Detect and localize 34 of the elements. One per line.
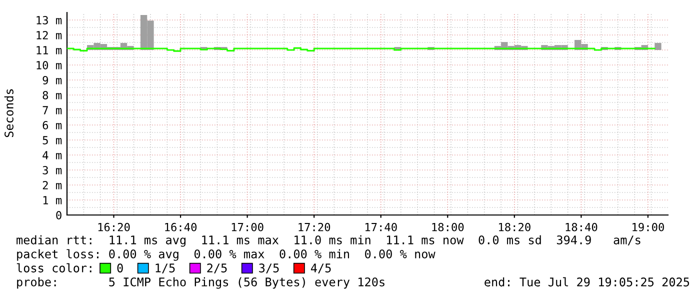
y-tick-label: 4 m (42, 151, 62, 160)
x-tick-label: 16:40 (165, 222, 197, 232)
x-tick-label: 18:40 (566, 222, 598, 232)
x-tick-label: 17:20 (298, 222, 330, 232)
y-tick-label: 1 m (43, 196, 62, 204)
y-tick-label: 2 m (42, 181, 62, 190)
legend-title: loss color: (16, 263, 92, 272)
y-tick-label: 3 m (42, 166, 62, 174)
y-axis-title: Seconds (4, 89, 14, 138)
text: packet loss: 0.00 % avg 0.00 % max 0.00 % min 0.00 % now (17, 249, 436, 261)
legend-label: 1/5 (156, 264, 175, 274)
y-tick-label: 5 m (42, 136, 62, 144)
x-tick-label: 18:00 (432, 222, 464, 232)
y-tick-label: 0 (56, 211, 62, 220)
y-tick-label: 6 m (42, 121, 62, 130)
y-tick-label: 12 m (36, 31, 62, 40)
y-tick-label: 13 m (36, 16, 62, 24)
y-tick-label: 9 m (42, 76, 62, 84)
x-tick-label: 19:00 (632, 222, 664, 232)
y-tick-label: 11 m (36, 46, 62, 54)
legend-label: 3/5 (259, 264, 279, 274)
legend-label: 2/5 (207, 264, 227, 274)
x-tick-label: 16:20 (98, 222, 130, 232)
legend-label: 0 (117, 264, 123, 272)
legend-label: 4/5 (310, 264, 331, 274)
text: end: Tue Jul 29 19:05:25 2025 (484, 277, 690, 286)
text: probe: 5 ICMP Echo Pings (56 Bytes) every 120s (17, 277, 384, 289)
y-tick-label: 7 m (42, 106, 62, 114)
y-tick-label: 10 m (36, 61, 62, 70)
x-tick-label: 17:00 (232, 222, 264, 232)
y-tick-label: 8 m (42, 91, 62, 100)
text: median rtt: 11.1 ms avg 11.1 ms max 11.0 ms min 11.1 ms now 0.0 ms sd 394.9 am/s (16, 235, 640, 247)
x-tick-label: 18:20 (499, 222, 530, 232)
x-tick-label: 17:40 (365, 222, 397, 232)
